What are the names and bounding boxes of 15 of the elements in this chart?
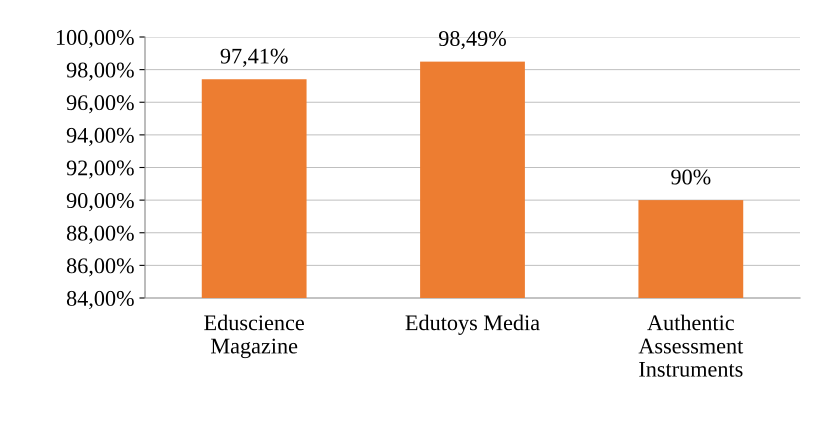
- y-tick-label: 88,00%: [66, 226, 134, 244]
- data-label: 97,41%: [220, 48, 288, 67]
- data-label: 98,49%: [438, 31, 506, 50]
- y-tick-label: 98,00%: [66, 62, 134, 81]
- data-label: 90%: [671, 170, 710, 185]
- y-tick-label: 86,00%: [66, 258, 134, 276]
- y-tick-label: 90,00%: [66, 193, 134, 212]
- y-tick-label: 100,00%: [56, 30, 134, 48]
- x-tick-label: Authentic Assessment Instruments: [638, 314, 744, 377]
- y-tick-label: 92,00%: [66, 160, 134, 179]
- y-tick-label: 96,00%: [66, 95, 134, 114]
- x-tick-label: Edutoys Media: [406, 314, 540, 335]
- x-tick-label: Eduscience Magazine: [204, 314, 304, 358]
- y-tick-label: 84,00%: [66, 290, 134, 310]
- y-tick-label: 94,00%: [66, 128, 134, 146]
